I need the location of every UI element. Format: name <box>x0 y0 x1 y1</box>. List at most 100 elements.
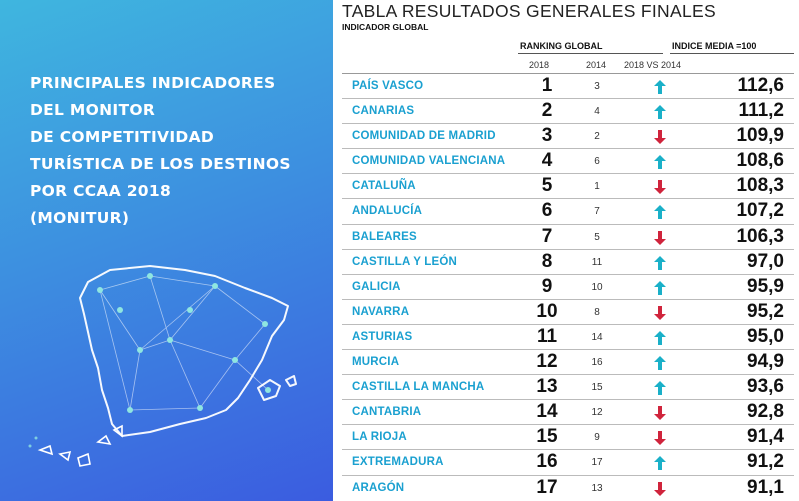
rank-2018: 11 <box>536 325 558 347</box>
arrow-down-icon <box>654 130 666 145</box>
arrow-up-icon <box>654 381 666 396</box>
indice-value: 112,6 <box>737 75 785 96</box>
rank-2014: 1 <box>594 181 600 193</box>
arrow-up-icon <box>654 330 666 345</box>
region-name: CATALUÑA <box>352 180 416 193</box>
region-name: ARAGÓN <box>352 481 405 494</box>
rank-2018: 3 <box>541 125 553 147</box>
rank-2018: 13 <box>536 376 558 398</box>
indice-value: 95,9 <box>747 275 784 297</box>
region-name: COMUNIDAD VALENCIANA <box>352 155 506 168</box>
indice-value: 92,8 <box>747 401 784 423</box>
rank-2014: 2 <box>594 131 600 143</box>
arrow-up-icon <box>654 105 666 120</box>
arrow-up-icon <box>654 255 666 270</box>
ranking-header-underline <box>518 53 663 54</box>
region-name: EXTREMADURA <box>352 456 444 469</box>
rank-2014: 16 <box>591 357 603 369</box>
arrow-down-icon <box>654 230 666 245</box>
rank-2018: 17 <box>536 476 558 498</box>
rank-2014: 11 <box>591 256 603 268</box>
canary-islands <box>37 424 123 467</box>
network-nodes <box>97 273 271 413</box>
rank-2018: 12 <box>536 351 558 373</box>
rank-2014: 17 <box>591 457 603 469</box>
region-name: NAVARRA <box>352 305 410 318</box>
header-ranking-global: RANKING GLOBAL <box>520 41 603 51</box>
indice-value: 91,2 <box>747 451 784 473</box>
indice-value: 107,2 <box>736 200 784 222</box>
arrow-down-icon <box>654 431 666 446</box>
rank-2014: 13 <box>591 482 603 494</box>
column-2014: 2014 <box>586 60 607 70</box>
table-row: ASTURIAS 11 14 95,0 <box>342 325 794 351</box>
table-subtitle: INDICADOR GLOBAL <box>342 22 429 32</box>
arrow-down-icon <box>654 406 666 421</box>
table-row: GALICIA 9 10 95,9 <box>342 275 794 300</box>
table-row: EXTREMADURA 16 17 91,2 <box>342 450 794 476</box>
rank-2014: 15 <box>591 382 603 394</box>
region-name: CASTILLA LA MANCHA <box>352 381 485 394</box>
arrow-down-icon <box>654 180 666 195</box>
rank-2014: 8 <box>594 306 600 318</box>
rank-2018: 15 <box>536 426 558 448</box>
header-indice-media: INDICE MEDIA =100 <box>672 41 757 51</box>
table-row: CASTILLA LA MANCHA 13 15 93,6 <box>342 375 794 401</box>
rank-2014: 4 <box>594 106 600 118</box>
indice-value: 108,6 <box>736 150 784 172</box>
rank-2018: 7 <box>541 225 553 247</box>
balearic-islands <box>257 375 297 401</box>
region-name: ASTURIAS <box>352 330 413 343</box>
indice-value: 109,9 <box>736 125 784 147</box>
region-name: LA RIOJA <box>352 431 407 444</box>
indice-value: 97,0 <box>747 250 784 272</box>
indice-value: 95,2 <box>747 300 784 322</box>
table-row: MURCIA 12 16 94,9 <box>342 350 794 376</box>
rank-2014: 6 <box>594 156 600 168</box>
arrow-down-icon <box>654 305 666 320</box>
indice-value: 91,1 <box>747 476 784 498</box>
arrow-up-icon <box>654 205 666 220</box>
indice-value: 91,4 <box>747 426 784 448</box>
table-row: LA RIOJA 15 9 91,4 <box>342 425 794 451</box>
arrow-up-icon <box>654 456 666 471</box>
table-body: PAÍS VASCO 1 3 112,6 CANARIAS 2 4 111,2 COMUNIDA… <box>342 74 794 501</box>
table-row: ARAGÓN 17 13 91,1 <box>342 476 794 501</box>
rank-2014: 9 <box>594 432 600 444</box>
arrow-up-icon <box>654 280 666 295</box>
indice-value: 93,6 <box>747 376 784 398</box>
column-2018: 2018 <box>529 60 550 70</box>
indice-value: 95,0 <box>747 325 784 347</box>
rank-2014: 7 <box>594 206 600 218</box>
arrow-up-icon <box>654 80 666 94</box>
table-row: BALEARES 7 5 106,3 <box>342 225 794 250</box>
title-line: DEL MONITOR <box>30 101 156 119</box>
region-name: CANARIAS <box>352 105 415 118</box>
title-line: TURÍSTICA DE LOS DESTINOS <box>30 155 291 173</box>
table-title: TABLA RESULTADOS GENERALES FINALES <box>342 1 716 21</box>
region-name: CASTILLA Y LEÓN <box>352 255 458 268</box>
rank-2014: 3 <box>594 81 600 92</box>
region-name: MURCIA <box>352 356 400 369</box>
region-name: CANTABRIA <box>352 406 422 419</box>
table-row: COMUNIDAD DE MADRID 3 2 109,9 <box>342 124 794 150</box>
table-row: PAÍS VASCO 1 3 112,6 <box>342 74 794 100</box>
rank-2018: 8 <box>541 250 553 272</box>
table-row: CASTILLA Y LEÓN 8 11 97,0 <box>342 250 794 275</box>
rank-2018: 14 <box>536 401 558 423</box>
arrow-up-icon <box>654 356 666 371</box>
rank-2018: 4 <box>541 150 553 172</box>
indice-value: 106,3 <box>736 225 784 247</box>
table-row: CATALUÑA 5 1 108,3 <box>342 174 794 200</box>
spain-mainland-outline <box>79 265 289 437</box>
indice-header-underline <box>670 53 794 54</box>
rank-2018: 10 <box>536 300 558 322</box>
indice-value: 94,9 <box>747 351 784 373</box>
table-row: NAVARRA 10 8 95,2 <box>342 300 794 325</box>
arrow-down-icon <box>654 481 666 496</box>
infographic-title: PRINCIPALES INDICADORES DEL MONITOR DE C… <box>30 70 325 232</box>
title-line: DE COMPETITIVIDAD <box>30 128 215 146</box>
table-row: COMUNIDAD VALENCIANA 4 6 108,6 <box>342 149 794 175</box>
table-top-rule <box>342 73 794 74</box>
indice-value: 111,2 <box>738 100 784 122</box>
